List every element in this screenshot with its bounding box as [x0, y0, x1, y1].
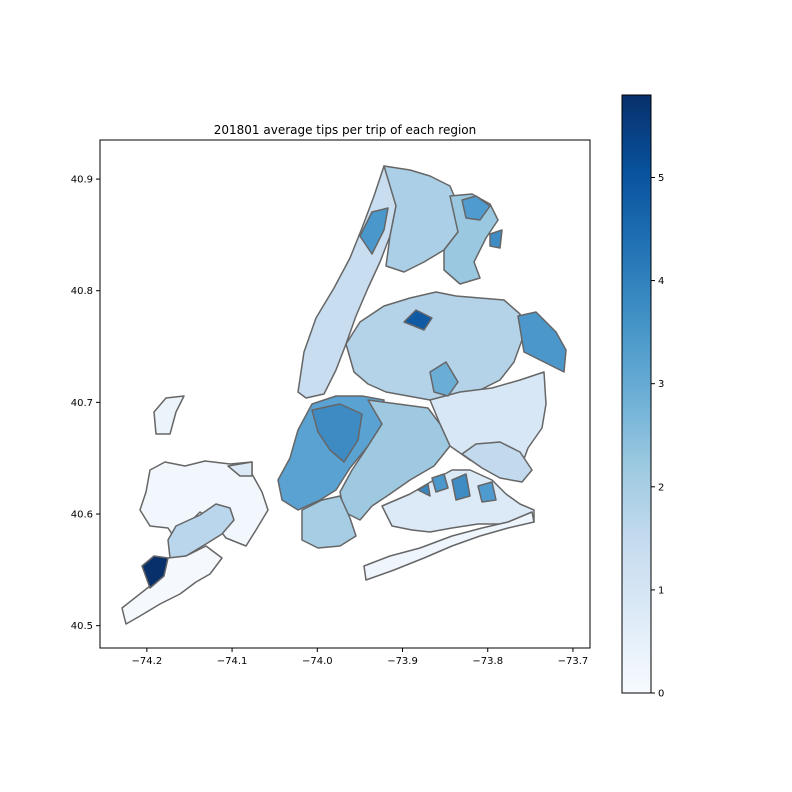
- colorbar: [621, 94, 652, 694]
- chart-title: 201801 average tips per trip of each reg…: [214, 123, 477, 137]
- region-rockaway: [363, 511, 535, 581]
- colorbar-tick-label: 3: [658, 379, 664, 390]
- region-queens-rikers: [403, 309, 433, 331]
- region-staten-island-dark: [141, 555, 169, 589]
- colorbar-tick-label: 4: [658, 276, 664, 287]
- x-tick-label: −73.9: [387, 656, 418, 667]
- colorbar-tick-label: 5: [658, 173, 664, 184]
- region-bronx-small: [489, 229, 503, 249]
- region-jfk: [461, 441, 533, 483]
- axes-frame: [99, 139, 591, 649]
- y-axis-ticks: 40.5 40.6 40.7 40.8 40.9: [71, 175, 100, 632]
- region-queens-central: [429, 361, 459, 397]
- region-manhattan-upper: [359, 207, 389, 255]
- region-brooklyn-central: [339, 399, 451, 521]
- region-queens-south: [429, 371, 547, 471]
- region-jamaica-bay-island-2: [451, 473, 471, 501]
- region-jamaica-bay-island-1: [431, 473, 449, 493]
- x-axis-ticks: −74.2 −74.1 −74.0 −73.9 −73.8 −73.7: [132, 648, 589, 667]
- x-tick-label: −73.8: [472, 656, 503, 667]
- region-staten-island-north: [139, 460, 269, 547]
- colorbar-tick-label: 1: [658, 585, 664, 596]
- y-tick-label: 40.9: [71, 175, 93, 186]
- region-brooklyn-deep: [311, 403, 363, 463]
- y-tick-label: 40.6: [71, 510, 93, 521]
- x-tick-label: −74.2: [132, 656, 163, 667]
- region-bronx-east: [443, 193, 499, 285]
- region-jamaica-bay-island-3: [477, 481, 497, 503]
- y-tick-label: 40.8: [71, 286, 93, 297]
- region-brooklyn-south: [301, 495, 357, 549]
- colorbar-tick-label: 0: [658, 689, 664, 700]
- x-tick-label: −74.1: [217, 656, 248, 667]
- region-queens-northeast: [517, 311, 567, 373]
- region-queens-west: [345, 291, 523, 401]
- y-tick-label: 40.5: [71, 621, 93, 632]
- colorbar-tick-label: 2: [658, 482, 664, 493]
- region-staten-island-northwest: [153, 395, 185, 435]
- x-tick-label: −73.7: [558, 656, 589, 667]
- region-staten-island-northeast: [227, 461, 253, 477]
- x-tick-label: −74.0: [302, 656, 333, 667]
- region-jamaica-bay-island-4: [417, 483, 431, 497]
- region-brooklyn-southeast: [381, 469, 535, 533]
- y-tick-label: 40.7: [71, 398, 93, 409]
- region-staten-island-central: [167, 503, 235, 559]
- region-bronx-blue: [461, 195, 491, 221]
- region-staten-island-south: [121, 545, 223, 625]
- map-regions: [121, 165, 567, 625]
- colorbar-ticks: 0 1 2 3 4 5: [651, 173, 664, 700]
